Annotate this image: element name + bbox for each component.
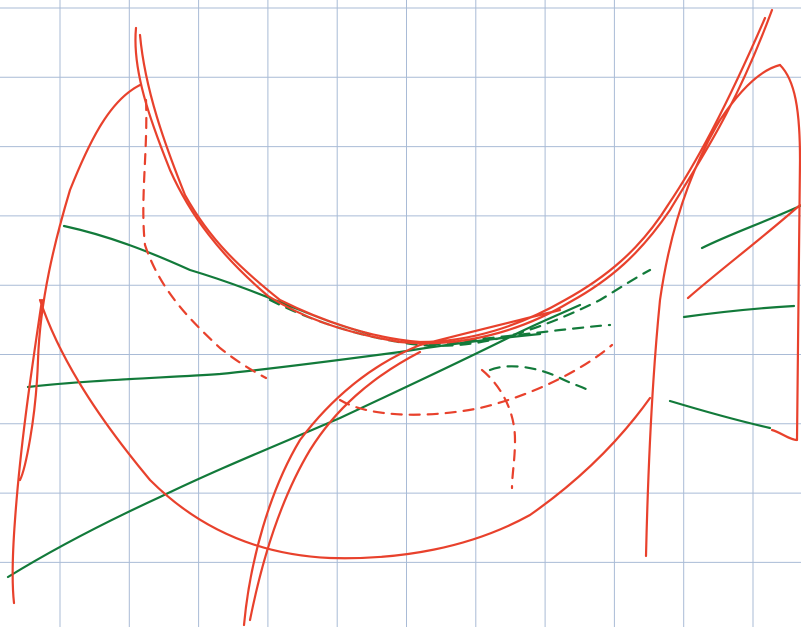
red-upper-curve-second bbox=[138, 16, 767, 344]
red-right-frame bbox=[770, 63, 801, 442]
green-ink-layer bbox=[6, 204, 801, 579]
red-dashed-center bbox=[338, 343, 614, 416]
red-left-edge bbox=[11, 298, 44, 605]
green-dashed-hook bbox=[488, 365, 590, 392]
green-line-right-low bbox=[668, 399, 772, 430]
red-dashed-left bbox=[142, 98, 268, 380]
red-bottom-bowl bbox=[38, 298, 652, 560]
green-line-diagonal bbox=[6, 303, 582, 579]
green-line-horizontal bbox=[26, 332, 542, 389]
red-right-diagonal bbox=[686, 203, 801, 300]
red-upper-curve bbox=[134, 8, 774, 345]
green-line-right-top bbox=[700, 204, 801, 250]
green-dashed-lower bbox=[428, 323, 612, 347]
green-line-right-mid bbox=[682, 304, 796, 319]
red-inner-arc bbox=[242, 308, 562, 627]
red-right-vertical bbox=[644, 63, 782, 558]
red-inner-arc-second bbox=[248, 350, 422, 622]
red-ink-layer bbox=[11, 8, 801, 627]
red-dashed-drop bbox=[480, 368, 517, 490]
red-left-loop bbox=[18, 83, 142, 482]
